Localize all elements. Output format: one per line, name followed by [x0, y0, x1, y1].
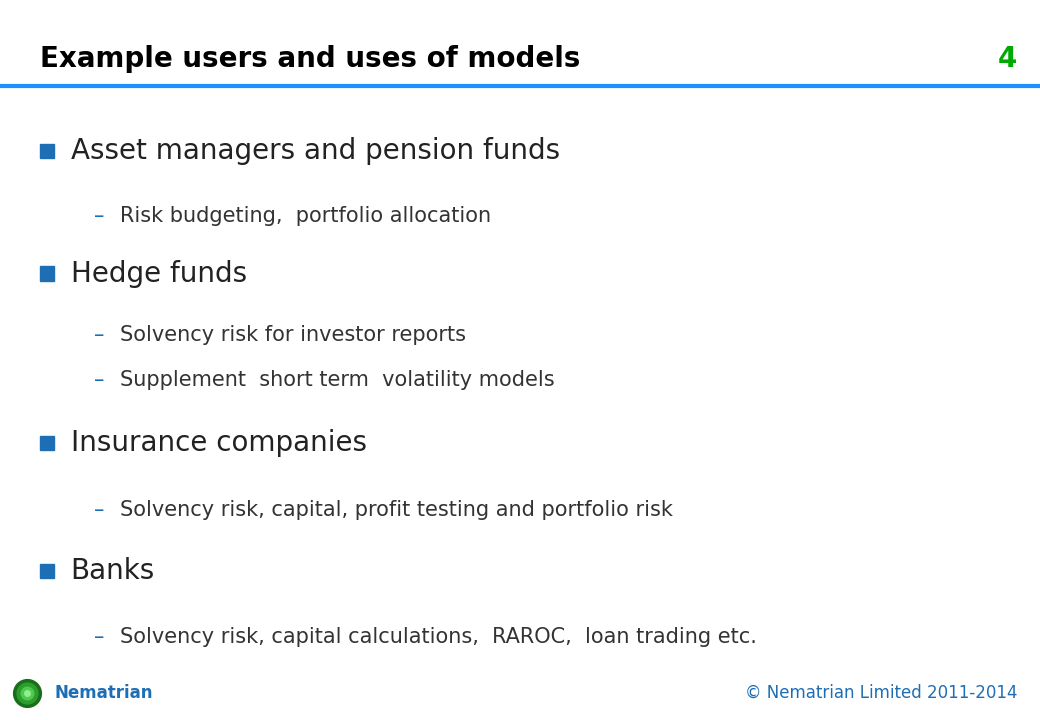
Text: Hedge funds: Hedge funds — [71, 260, 246, 287]
Text: –: – — [94, 370, 104, 390]
Text: Solvency risk, capital, profit testing and portfolio risk: Solvency risk, capital, profit testing a… — [120, 500, 673, 520]
Text: Banks: Banks — [71, 557, 155, 585]
Text: Asset managers and pension funds: Asset managers and pension funds — [71, 138, 560, 165]
Text: Risk budgeting,  portfolio allocation: Risk budgeting, portfolio allocation — [120, 206, 491, 226]
Text: Nematrian: Nematrian — [54, 684, 153, 701]
Text: Insurance companies: Insurance companies — [71, 429, 367, 456]
Text: 4: 4 — [997, 45, 1017, 73]
Text: Supplement  short term  volatility models: Supplement short term volatility models — [120, 370, 554, 390]
Text: –: – — [94, 627, 104, 647]
Text: –: – — [94, 325, 104, 345]
FancyBboxPatch shape — [40, 266, 54, 281]
FancyBboxPatch shape — [40, 436, 54, 450]
Text: © Nematrian Limited 2011-2014: © Nematrian Limited 2011-2014 — [745, 684, 1017, 701]
Text: Example users and uses of models: Example users and uses of models — [40, 45, 580, 73]
FancyBboxPatch shape — [40, 144, 54, 158]
Text: Solvency risk for investor reports: Solvency risk for investor reports — [120, 325, 466, 345]
FancyBboxPatch shape — [40, 564, 54, 578]
Text: –: – — [94, 500, 104, 520]
Text: Solvency risk, capital calculations,  RAROC,  loan trading etc.: Solvency risk, capital calculations, RAR… — [120, 627, 756, 647]
Text: –: – — [94, 206, 104, 226]
